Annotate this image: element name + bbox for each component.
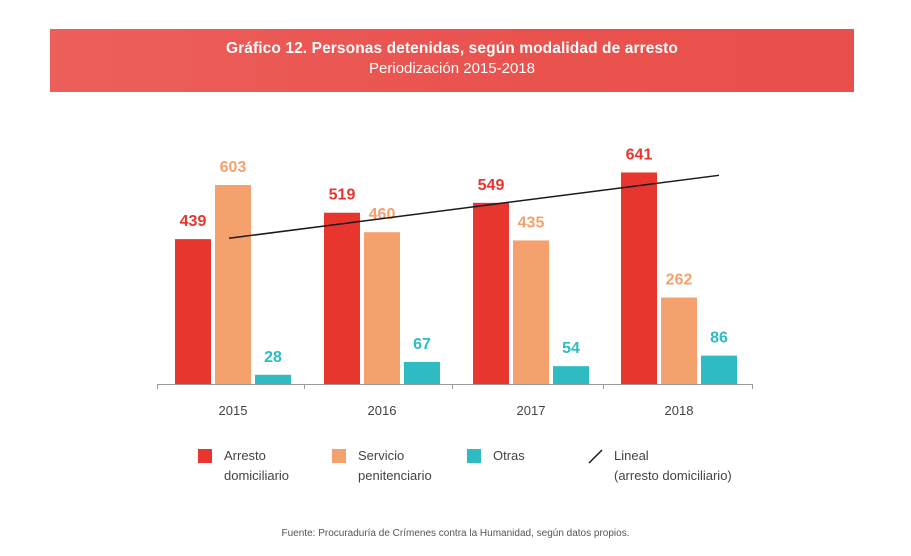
bar <box>255 374 291 384</box>
trendline-legend-icon <box>588 449 603 464</box>
legend-label: Lineal (arresto domiciliario) <box>614 448 732 483</box>
legend-swatch <box>198 449 212 463</box>
chart-title-banner: Gráfico 12. Personas detenidas, según mo… <box>50 29 854 92</box>
x-tick-label: 2018 <box>665 403 694 418</box>
data-label: 603 <box>220 159 247 176</box>
x-tick-label: 2016 <box>368 403 397 418</box>
data-label: 67 <box>413 336 431 353</box>
legend-label: Otras <box>493 448 525 463</box>
bar <box>621 172 657 384</box>
legend-swatch <box>332 449 346 463</box>
legend-label: Servicio penitenciario <box>358 448 432 483</box>
data-label: 435 <box>518 214 545 231</box>
data-label: 439 <box>180 213 207 230</box>
x-tick-label: 2015 <box>219 403 248 418</box>
bar <box>324 212 360 384</box>
legend-swatch <box>467 449 481 463</box>
data-label: 460 <box>369 206 396 223</box>
trendline <box>228 174 720 240</box>
chart-subtitle: Periodización 2015-2018 <box>369 60 535 77</box>
bar <box>553 366 589 384</box>
data-label: 262 <box>666 272 693 289</box>
data-label: 519 <box>329 187 356 204</box>
bar <box>473 202 509 384</box>
data-label: 28 <box>264 349 282 366</box>
legend-label: Arresto domiciliario <box>224 448 290 483</box>
data-label: 549 <box>478 177 505 194</box>
bar <box>701 355 737 384</box>
bar <box>404 361 440 384</box>
data-label: 641 <box>626 146 653 163</box>
source-note: Fuente: Procuraduría de Crímenes contra … <box>281 528 630 539</box>
bar <box>175 239 211 384</box>
data-label: 86 <box>710 330 728 347</box>
bar <box>661 297 697 384</box>
bar <box>364 232 400 384</box>
bar <box>215 185 251 384</box>
data-label: 54 <box>562 340 580 357</box>
x-tick-label: 2017 <box>517 403 546 418</box>
bar <box>513 240 549 384</box>
chart-title: Gráfico 12. Personas detenidas, según mo… <box>226 40 678 57</box>
